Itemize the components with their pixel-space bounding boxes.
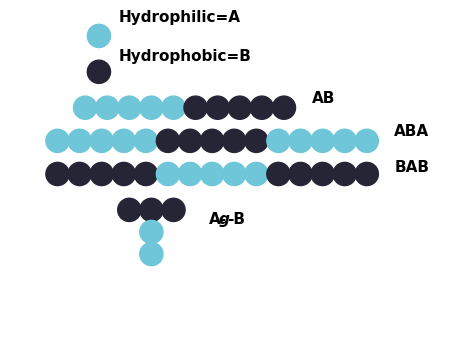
Ellipse shape bbox=[73, 96, 97, 119]
Ellipse shape bbox=[118, 96, 141, 119]
Ellipse shape bbox=[68, 162, 91, 186]
Text: g: g bbox=[219, 212, 230, 227]
Ellipse shape bbox=[90, 129, 113, 153]
Ellipse shape bbox=[134, 162, 157, 186]
Ellipse shape bbox=[355, 129, 378, 153]
Ellipse shape bbox=[250, 96, 273, 119]
Ellipse shape bbox=[112, 162, 136, 186]
Ellipse shape bbox=[156, 129, 180, 153]
Ellipse shape bbox=[245, 162, 268, 186]
Text: ABA: ABA bbox=[394, 123, 429, 139]
Ellipse shape bbox=[223, 129, 246, 153]
Text: BAB: BAB bbox=[394, 159, 429, 174]
Ellipse shape bbox=[162, 96, 185, 119]
Ellipse shape bbox=[289, 129, 312, 153]
Ellipse shape bbox=[87, 24, 110, 47]
Text: -B: -B bbox=[227, 212, 245, 227]
Ellipse shape bbox=[206, 96, 229, 119]
Ellipse shape bbox=[267, 129, 290, 153]
Ellipse shape bbox=[140, 220, 163, 243]
Ellipse shape bbox=[273, 96, 296, 119]
Ellipse shape bbox=[311, 129, 334, 153]
Ellipse shape bbox=[333, 162, 356, 186]
Ellipse shape bbox=[112, 129, 136, 153]
Text: Hydrophilic=A: Hydrophilic=A bbox=[118, 10, 240, 25]
Ellipse shape bbox=[162, 198, 185, 222]
Ellipse shape bbox=[134, 129, 157, 153]
Ellipse shape bbox=[333, 129, 356, 153]
Ellipse shape bbox=[228, 96, 251, 119]
Ellipse shape bbox=[245, 129, 268, 153]
Ellipse shape bbox=[311, 162, 334, 186]
Ellipse shape bbox=[96, 96, 119, 119]
Ellipse shape bbox=[201, 129, 224, 153]
Ellipse shape bbox=[140, 96, 163, 119]
Ellipse shape bbox=[140, 242, 163, 266]
Text: Hydrophobic=B: Hydrophobic=B bbox=[118, 49, 251, 64]
Ellipse shape bbox=[118, 198, 141, 222]
Ellipse shape bbox=[289, 162, 312, 186]
Ellipse shape bbox=[184, 96, 207, 119]
Ellipse shape bbox=[178, 129, 201, 153]
Ellipse shape bbox=[87, 60, 110, 83]
Text: AB: AB bbox=[311, 90, 335, 106]
Text: A-: A- bbox=[210, 212, 228, 227]
Ellipse shape bbox=[355, 162, 378, 186]
Ellipse shape bbox=[156, 162, 180, 186]
Ellipse shape bbox=[90, 162, 113, 186]
Ellipse shape bbox=[46, 129, 69, 153]
Ellipse shape bbox=[267, 162, 290, 186]
Ellipse shape bbox=[140, 198, 163, 222]
Ellipse shape bbox=[201, 162, 224, 186]
Ellipse shape bbox=[46, 162, 69, 186]
Ellipse shape bbox=[68, 129, 91, 153]
Ellipse shape bbox=[223, 162, 246, 186]
Ellipse shape bbox=[178, 162, 201, 186]
